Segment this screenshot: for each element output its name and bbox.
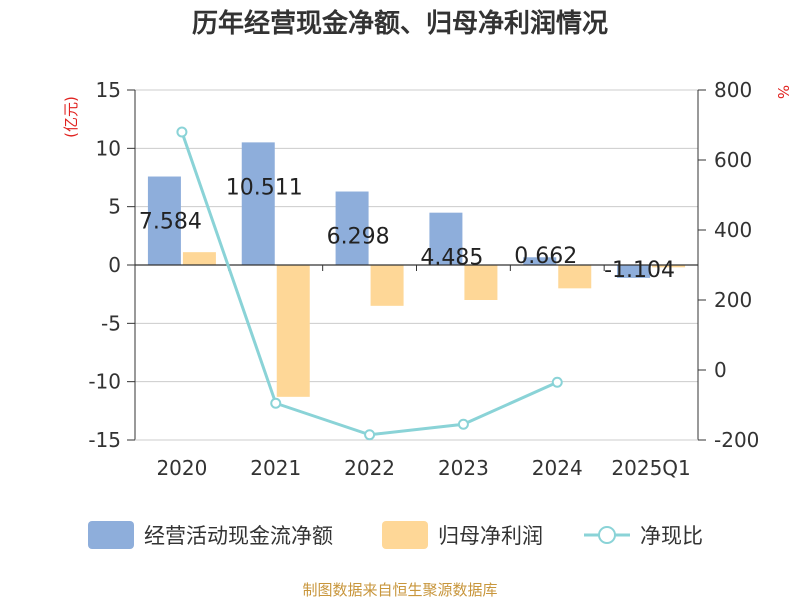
net-profit-bar	[652, 265, 686, 268]
cash-flow-bar	[523, 257, 557, 265]
net-profit-bar	[558, 265, 592, 289]
cash-flow-bar	[429, 212, 463, 265]
legend-swatch	[382, 521, 428, 549]
x-tick-label: 2022	[344, 456, 395, 480]
ratio-point	[364, 429, 376, 441]
legend-swatch	[88, 521, 134, 549]
left-tick-label: 15	[96, 78, 121, 102]
left-tick-label: 0	[108, 253, 121, 277]
ratio-point	[270, 397, 282, 409]
right-axis-unit: %	[774, 85, 792, 99]
tick-labels: 15 10 5 0 -5 -10 -15 800 600 400 200 0 -200 2020 2021 2…	[88, 78, 759, 480]
legend-swatch-marker	[598, 526, 616, 544]
cash-flow-data-label: 6.298	[327, 225, 390, 250]
right-tick-label: -200	[714, 428, 759, 452]
ratio-line	[176, 126, 563, 441]
right-tick-label: 800	[714, 78, 752, 102]
left-axis-unit: (亿元)	[62, 96, 80, 138]
left-tick-label: -10	[88, 370, 121, 394]
net-profit-bar	[464, 265, 498, 300]
cash-flow-data-label: 7.584	[139, 210, 202, 235]
ratio-point	[457, 418, 469, 430]
left-tick-label: 5	[108, 195, 121, 219]
source-note: 制图数据来自恒生聚源数据库	[302, 581, 497, 599]
cash-flow-bar	[617, 265, 651, 278]
cash-flow-data-label: 0.662	[514, 244, 577, 269]
legend: 经营活动现金流净额 归母净利润 净现比	[88, 521, 703, 549]
chart-title: 历年经营现金净额、归母净利润情况	[192, 8, 608, 39]
x-tick-label: 2025Q1	[611, 456, 690, 480]
right-tick-label: 600	[714, 148, 752, 172]
ratio-point	[176, 126, 188, 138]
cash-flow-data-label: 4.485	[420, 246, 483, 271]
cash-flow-bar	[335, 191, 369, 265]
net-profit-bar	[276, 265, 310, 397]
left-tick-label: 10	[96, 136, 121, 160]
cash-flow-bar	[241, 142, 275, 265]
left-tick-label: -5	[101, 311, 121, 335]
cash-flow-data-label: 10.511	[226, 175, 303, 200]
bar-marks	[147, 142, 686, 397]
net-profit-bar	[182, 252, 216, 265]
x-tick-label: 2023	[438, 456, 489, 480]
legend-label: 归母净利润	[438, 524, 543, 548]
legend-label: 经营活动现金流净额	[144, 524, 333, 548]
x-tick-label: 2020	[156, 456, 207, 480]
right-tick-label: 400	[714, 218, 752, 242]
cash-flow-bar	[147, 176, 181, 265]
ratio-point	[551, 376, 563, 388]
x-tick-label: 2024	[532, 456, 583, 480]
right-tick-label: 0	[714, 358, 727, 382]
net-profit-bar	[370, 265, 404, 306]
right-tick-label: 200	[714, 288, 752, 312]
x-tick-label: 2021	[250, 456, 301, 480]
cash-flow-data-label: -1.104	[604, 258, 675, 283]
legend-label: 净现比	[640, 524, 703, 548]
data-labels: 7.584 10.511 6.298 4.485 0.662 -1.104	[139, 175, 675, 283]
left-tick-label: -15	[88, 428, 121, 452]
